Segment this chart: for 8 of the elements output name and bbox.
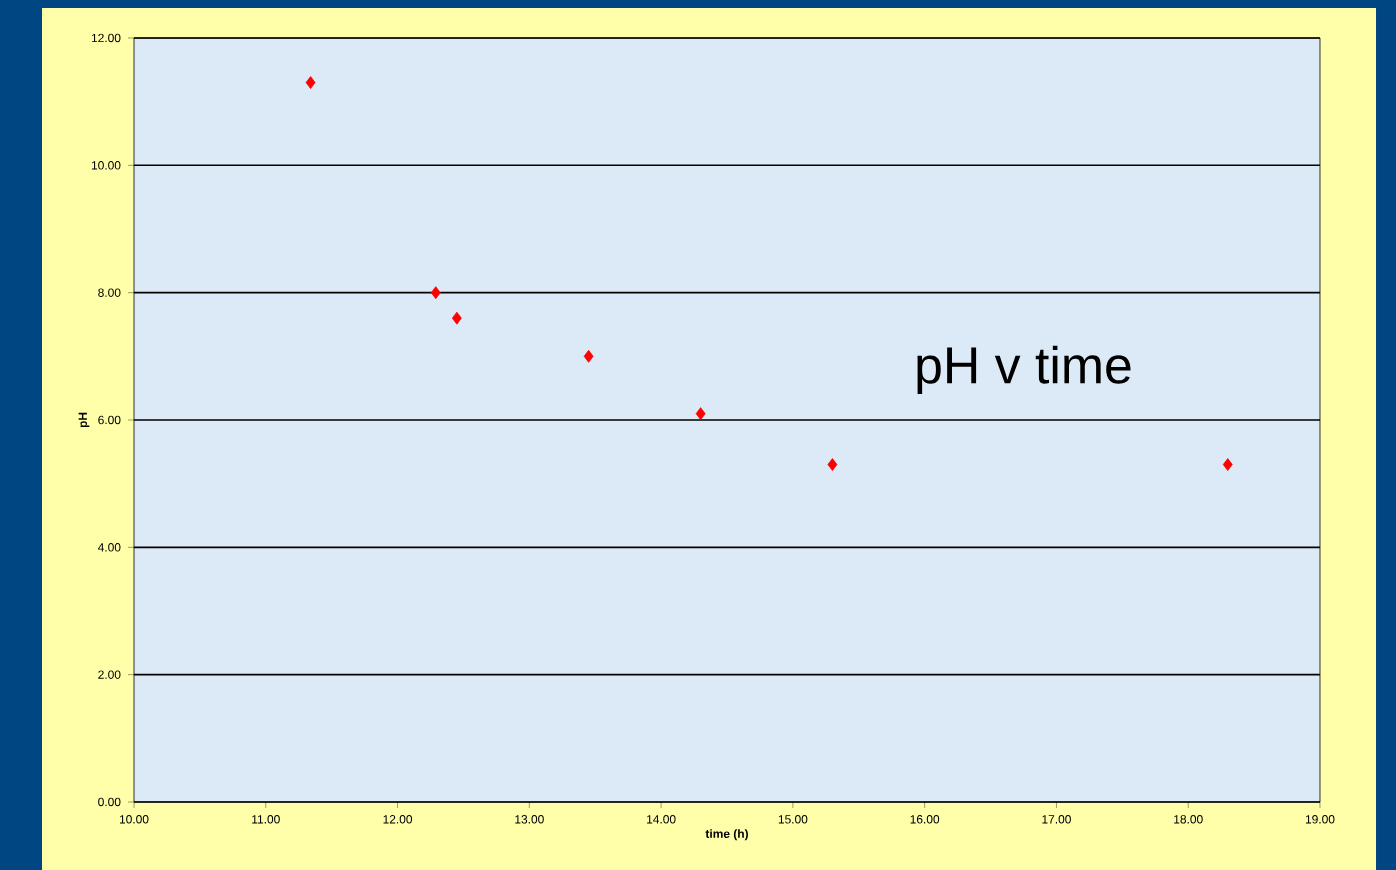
point <box>430 286 441 300</box>
point <box>583 349 594 363</box>
point <box>305 76 316 89</box>
point <box>695 407 706 421</box>
point <box>1222 458 1233 471</box>
point <box>451 311 462 325</box>
point <box>827 458 838 471</box>
text: pH v time <box>917 345 1131 394</box>
